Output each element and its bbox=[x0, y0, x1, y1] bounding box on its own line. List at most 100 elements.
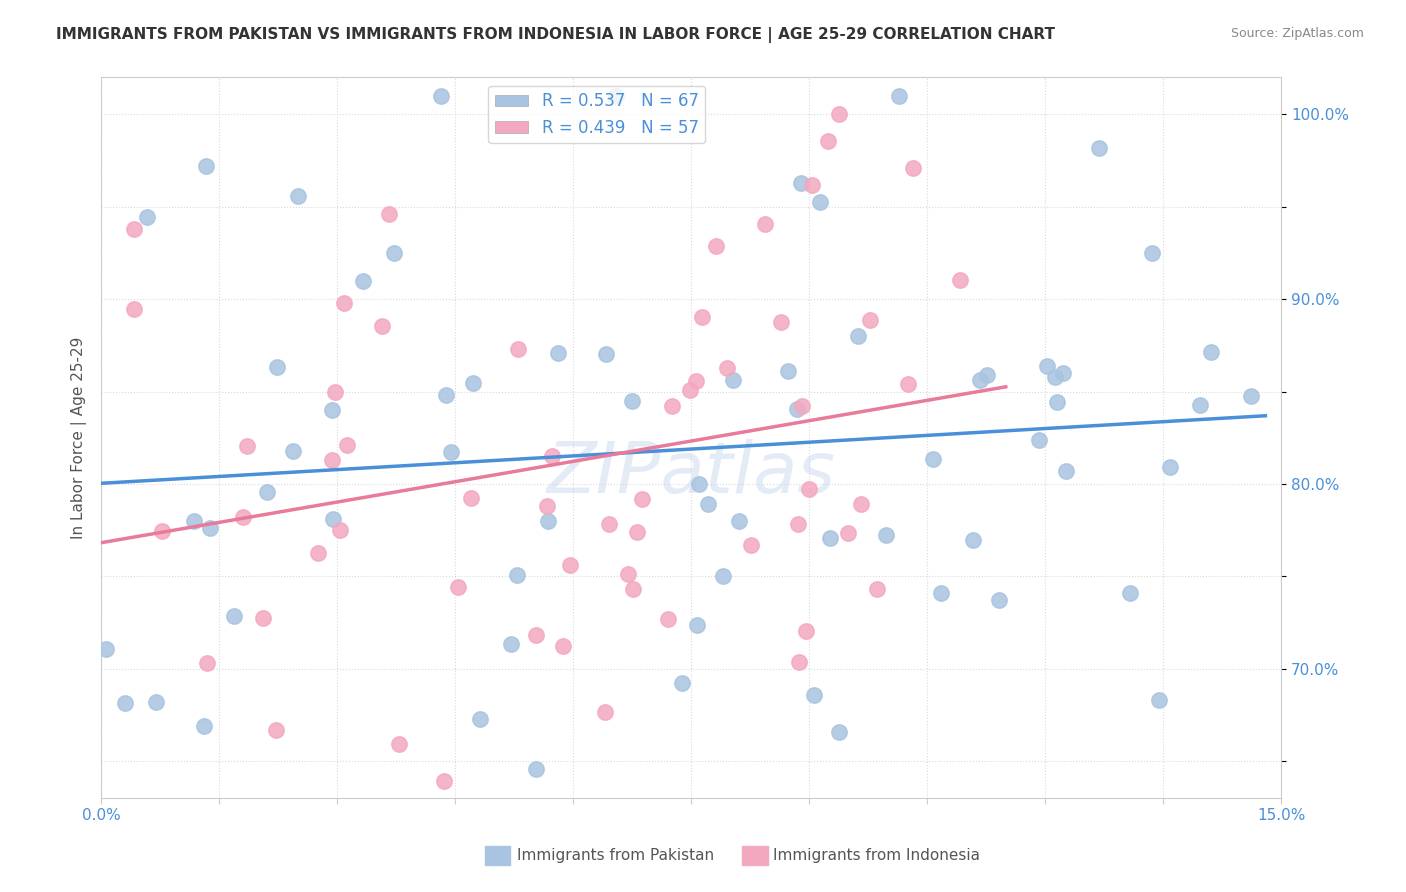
Point bbox=[430, 89, 453, 103]
Point bbox=[887, 89, 910, 103]
Point bbox=[828, 725, 851, 739]
Point bbox=[460, 491, 482, 506]
Point bbox=[661, 400, 683, 414]
Point bbox=[769, 315, 792, 329]
Point bbox=[1054, 464, 1077, 478]
Point bbox=[322, 512, 344, 526]
Point bbox=[195, 159, 218, 173]
Point bbox=[336, 438, 359, 452]
Point bbox=[866, 582, 889, 597]
Point bbox=[1147, 693, 1170, 707]
Point bbox=[1043, 369, 1066, 384]
Point bbox=[721, 374, 744, 388]
Point bbox=[150, 524, 173, 539]
Point bbox=[969, 373, 991, 387]
Point bbox=[122, 302, 145, 317]
Point bbox=[1159, 460, 1181, 475]
Point bbox=[323, 384, 346, 399]
Point bbox=[236, 439, 259, 453]
Point bbox=[114, 696, 136, 710]
Point bbox=[378, 207, 401, 221]
Point bbox=[508, 343, 530, 357]
Point bbox=[433, 774, 456, 789]
Point bbox=[792, 399, 814, 413]
Point bbox=[626, 524, 648, 539]
Point bbox=[256, 485, 278, 500]
Point bbox=[671, 676, 693, 690]
Point bbox=[1142, 246, 1164, 260]
Point bbox=[690, 310, 713, 324]
Text: Immigrants from Pakistan: Immigrants from Pakistan bbox=[517, 848, 714, 863]
Point bbox=[329, 524, 352, 538]
Point bbox=[897, 377, 920, 392]
Point bbox=[124, 221, 146, 235]
Point bbox=[1199, 345, 1222, 359]
Point bbox=[595, 347, 617, 361]
Point bbox=[988, 592, 1011, 607]
Point bbox=[547, 346, 569, 360]
Point bbox=[321, 403, 343, 417]
Point bbox=[94, 642, 117, 657]
Point bbox=[786, 402, 808, 417]
Point bbox=[598, 517, 620, 532]
Point bbox=[135, 210, 157, 224]
Point bbox=[740, 538, 762, 552]
Point bbox=[697, 497, 720, 511]
Point bbox=[803, 689, 825, 703]
Point bbox=[232, 510, 254, 524]
Point bbox=[846, 329, 869, 343]
Text: Immigrants from Indonesia: Immigrants from Indonesia bbox=[773, 848, 980, 863]
Point bbox=[787, 516, 810, 531]
Point bbox=[754, 217, 776, 231]
Point bbox=[704, 239, 727, 253]
Point bbox=[1119, 585, 1142, 599]
Point bbox=[922, 452, 945, 467]
Point bbox=[195, 656, 218, 670]
Point bbox=[560, 558, 582, 572]
Point bbox=[949, 273, 972, 287]
Point bbox=[1028, 433, 1050, 447]
Point bbox=[605, 89, 627, 103]
Point bbox=[145, 695, 167, 709]
Point bbox=[828, 107, 851, 121]
Point bbox=[266, 360, 288, 375]
Point bbox=[849, 497, 872, 511]
Point bbox=[321, 452, 343, 467]
Point bbox=[388, 737, 411, 751]
Point bbox=[727, 514, 749, 528]
Point bbox=[679, 383, 702, 397]
Point bbox=[506, 567, 529, 582]
Point bbox=[875, 528, 897, 542]
Point bbox=[976, 368, 998, 383]
Point bbox=[716, 360, 738, 375]
Point bbox=[657, 612, 679, 626]
Point bbox=[962, 533, 984, 547]
Point bbox=[537, 514, 560, 528]
Point bbox=[536, 499, 558, 513]
Point bbox=[931, 586, 953, 600]
Point bbox=[287, 189, 309, 203]
Point bbox=[621, 393, 644, 408]
Point bbox=[631, 491, 654, 506]
Point bbox=[595, 706, 617, 720]
Point bbox=[790, 176, 813, 190]
Point bbox=[621, 582, 644, 596]
Point bbox=[617, 566, 640, 581]
Point bbox=[198, 521, 221, 535]
Point bbox=[778, 364, 800, 378]
Point bbox=[447, 581, 470, 595]
Point bbox=[468, 712, 491, 726]
Point bbox=[371, 319, 394, 334]
Point bbox=[808, 194, 831, 209]
Point bbox=[183, 514, 205, 528]
Point bbox=[859, 312, 882, 326]
Point bbox=[903, 161, 925, 176]
Point bbox=[307, 546, 329, 560]
Point bbox=[686, 618, 709, 632]
Point bbox=[252, 611, 274, 625]
Point bbox=[1052, 367, 1074, 381]
Point bbox=[1036, 359, 1059, 374]
Point bbox=[688, 476, 710, 491]
Point bbox=[837, 526, 859, 541]
Point bbox=[193, 719, 215, 733]
